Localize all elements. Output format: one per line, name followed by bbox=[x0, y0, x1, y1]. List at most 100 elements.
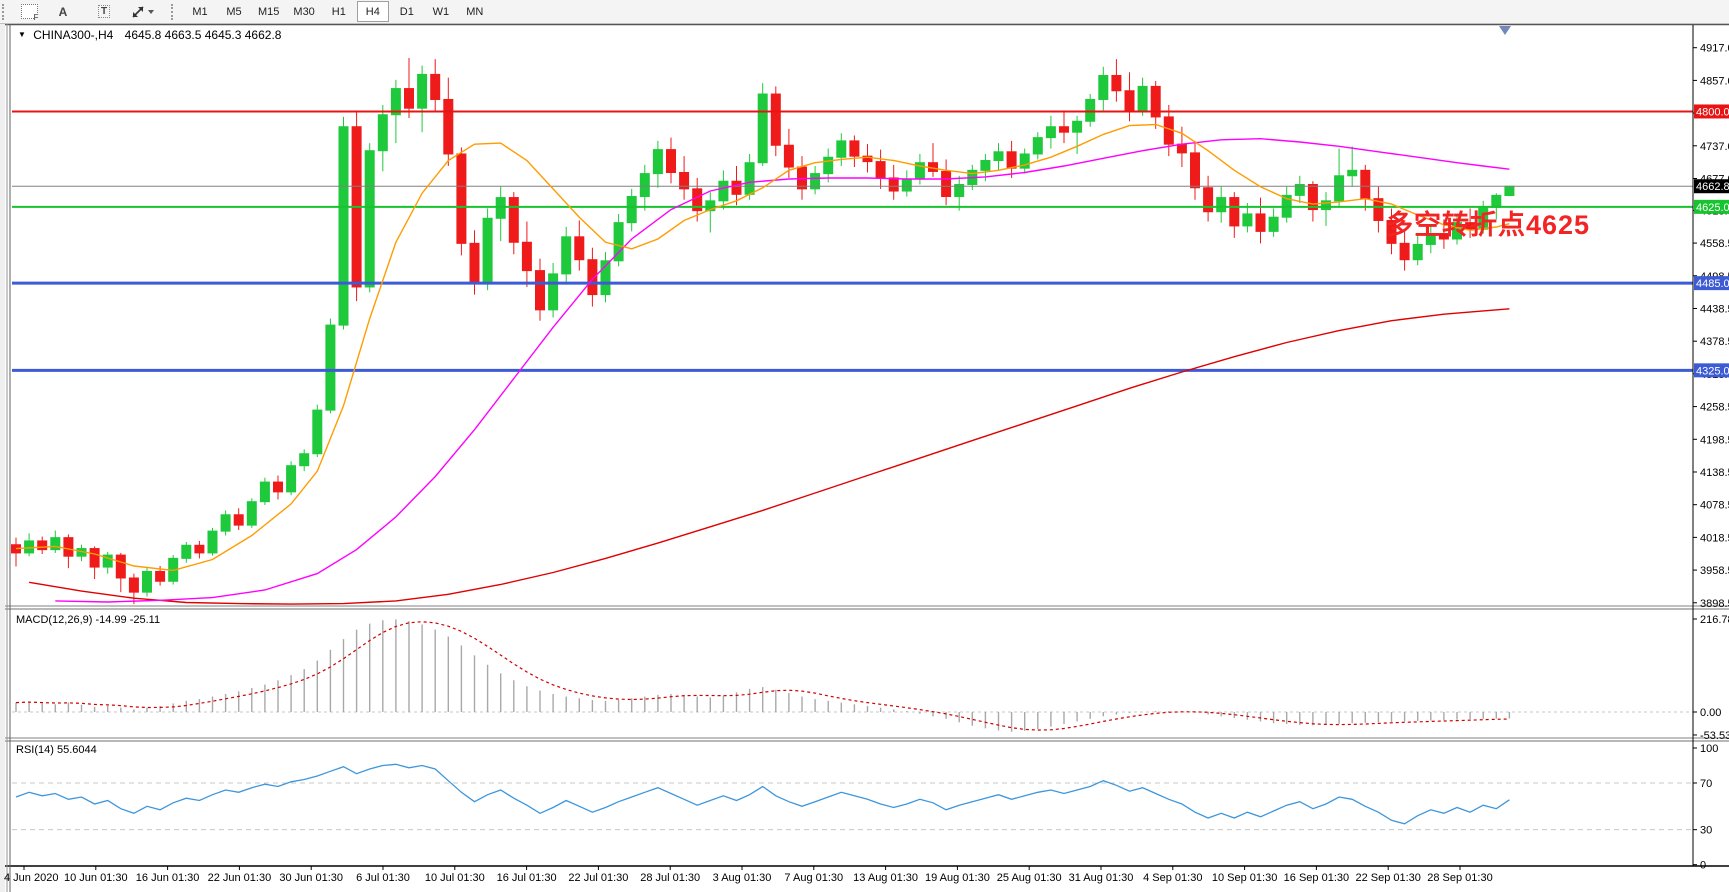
rsi-tick-label: 30 bbox=[1700, 825, 1712, 837]
candle-body bbox=[535, 270, 545, 311]
candle-body bbox=[1045, 126, 1056, 139]
timeframe-button-m5[interactable]: M5 bbox=[226, 5, 242, 18]
timeframe-button-m15[interactable]: M15 bbox=[258, 5, 280, 18]
text-box-button[interactable]: T bbox=[88, 1, 120, 22]
candle-body bbox=[115, 554, 126, 579]
macd-tick-label: 0.00 bbox=[1700, 707, 1721, 719]
timeframe-button-d1[interactable]: D1 bbox=[399, 5, 414, 18]
text-label-button[interactable]: A bbox=[47, 1, 79, 22]
candle-body bbox=[849, 140, 860, 157]
timeframe-button-m30[interactable]: M30 bbox=[293, 5, 315, 18]
date-tick-label: 30 Jun 01:30 bbox=[279, 872, 343, 884]
candle-body bbox=[810, 173, 821, 190]
candle-body bbox=[639, 173, 650, 197]
candle-body bbox=[1412, 243, 1423, 261]
timeframe-button-w1[interactable]: W1 bbox=[432, 5, 450, 18]
candle-body bbox=[770, 93, 781, 146]
price-tick-label: 3898.5 bbox=[1700, 598, 1729, 610]
date-tick-label: 3 Aug 01:30 bbox=[713, 872, 772, 884]
candle-body bbox=[390, 88, 401, 116]
candle-body bbox=[1360, 169, 1371, 200]
chart-annotation-text: 多空转折点4625 bbox=[1386, 210, 1591, 240]
candle-body bbox=[286, 465, 297, 493]
candle-body bbox=[1386, 219, 1397, 244]
date-tick-label: 28 Jul 01:30 bbox=[640, 872, 700, 884]
candle-body bbox=[142, 570, 152, 593]
candle-body bbox=[299, 453, 310, 467]
candle-body bbox=[1216, 197, 1227, 213]
candle-body bbox=[521, 241, 532, 272]
candle-body bbox=[1229, 197, 1240, 227]
candle-body bbox=[1124, 90, 1135, 111]
date-tick-label: 16 Jul 01:30 bbox=[497, 872, 557, 884]
date-tick-label: 16 Sep 01:30 bbox=[1284, 872, 1349, 884]
candle-body bbox=[901, 178, 912, 192]
macd-indicator-label: MACD(12,26,9) -14.99 -25.11 bbox=[16, 614, 161, 626]
candle-body bbox=[1321, 200, 1331, 211]
candle-body bbox=[1255, 213, 1266, 232]
date-tick-label: 6 Jul 01:30 bbox=[356, 872, 410, 884]
candle-body bbox=[548, 273, 559, 311]
price-level-labels: 4800.0 4662.8 4625.0 4485.0 4325.0 bbox=[1694, 104, 1729, 378]
candle-body bbox=[24, 540, 35, 554]
chart-shift-marker-icon[interactable] bbox=[1499, 26, 1511, 35]
candle-body bbox=[1294, 183, 1305, 196]
letter-a-icon: A bbox=[58, 4, 68, 19]
ma-fast-line bbox=[15, 123, 1510, 572]
toolbar-grip-2[interactable] bbox=[171, 3, 177, 20]
toolbar-grip[interactable] bbox=[2, 3, 8, 20]
price-level-label: 4485.0 bbox=[1696, 278, 1729, 290]
price-tick-label: 4258.5 bbox=[1700, 402, 1729, 414]
candle-body bbox=[1399, 242, 1410, 261]
timeframe-buttons: M1 M5 M15 M30 H1 H4 D1 W1 MN bbox=[183, 1, 492, 22]
candle-body bbox=[718, 180, 729, 202]
macd-panel bbox=[12, 619, 1693, 732]
date-tick-label: 10 Sep 01:30 bbox=[1212, 872, 1277, 884]
rsi-panel bbox=[12, 763, 1693, 831]
candle-body bbox=[469, 242, 480, 284]
diagonal-arrows-icon bbox=[132, 5, 144, 18]
cursor-mode-button[interactable] bbox=[125, 1, 160, 22]
macd-tick-label: 216.78 bbox=[1700, 614, 1729, 626]
timeframe-button-mn[interactable]: MN bbox=[466, 5, 484, 18]
candle-body bbox=[1059, 126, 1069, 133]
price-tick-label: 4737.0 bbox=[1700, 141, 1729, 153]
candle-body bbox=[980, 160, 991, 171]
candle-body bbox=[508, 197, 519, 243]
date-tick-label: 28 Sep 01:30 bbox=[1427, 872, 1492, 884]
price-level-label-bg bbox=[1694, 104, 1729, 119]
macd-tick-label: -53.53 bbox=[1700, 730, 1729, 742]
price-tick-label: 4917.0 bbox=[1700, 43, 1729, 55]
candle-body bbox=[37, 540, 48, 551]
candle-body bbox=[1307, 183, 1318, 211]
candlesticks bbox=[11, 58, 1515, 605]
candle-body bbox=[233, 514, 244, 526]
candle-body bbox=[1504, 185, 1515, 197]
date-tick-label: 25 Aug 01:30 bbox=[997, 872, 1062, 884]
candle-body bbox=[613, 222, 624, 262]
candle-body bbox=[1438, 233, 1449, 240]
candle-body bbox=[783, 144, 794, 168]
timeframe-button-h1[interactable]: H1 bbox=[331, 5, 346, 18]
timeframe-button-m1[interactable]: M1 bbox=[192, 5, 208, 18]
candle-body bbox=[587, 259, 598, 296]
candle-body bbox=[1176, 143, 1187, 154]
left-window-margin bbox=[0, 24, 5, 892]
symbol-period-label: CHINA300-,H4 bbox=[33, 28, 114, 42]
candle-body bbox=[89, 548, 100, 568]
candle-body bbox=[259, 481, 270, 503]
timeframe-button-h4[interactable]: H4 bbox=[356, 1, 389, 22]
date-tick-label: 22 Jul 01:30 bbox=[568, 872, 628, 884]
price-level-label-bg bbox=[1694, 363, 1729, 378]
objects-grid-button[interactable]: F bbox=[13, 1, 45, 22]
time-axis: 4 Jun 2020 10 Jun 01:30 16 Jun 01:30 22 Jun… bbox=[4, 866, 1493, 884]
price-level-label: 4325.0 bbox=[1696, 365, 1729, 377]
price-level-label-bg bbox=[1694, 179, 1729, 194]
price-tick-label: 4198.5 bbox=[1700, 434, 1729, 446]
candle-body bbox=[679, 172, 690, 190]
price-tick-label: 4138.5 bbox=[1700, 467, 1729, 479]
chart-plot-area[interactable] bbox=[12, 25, 1693, 866]
candle-body bbox=[561, 236, 572, 275]
